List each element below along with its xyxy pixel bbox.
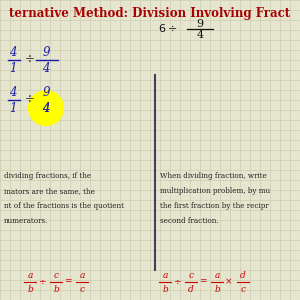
Text: numerators.: numerators. xyxy=(4,217,48,225)
Text: ×: × xyxy=(225,278,233,286)
Text: b: b xyxy=(162,284,168,293)
Text: 4: 4 xyxy=(42,61,50,74)
Text: second fraction.: second fraction. xyxy=(160,217,219,225)
Text: ternative Method: Division Involving Fract: ternative Method: Division Involving Fra… xyxy=(9,7,291,20)
Text: 4: 4 xyxy=(196,30,204,40)
Text: a: a xyxy=(162,271,168,280)
Text: multiplication problem, by mu: multiplication problem, by mu xyxy=(160,187,270,195)
Text: When dividing fraction, write: When dividing fraction, write xyxy=(160,172,267,180)
Text: =: = xyxy=(199,278,207,286)
Text: 9: 9 xyxy=(196,19,204,29)
Text: 4: 4 xyxy=(42,101,50,115)
Text: a: a xyxy=(214,271,220,280)
Text: c: c xyxy=(241,284,245,293)
Text: ÷: ÷ xyxy=(25,94,35,106)
Text: a: a xyxy=(79,271,85,280)
Text: 4: 4 xyxy=(9,46,17,59)
Text: ÷: ÷ xyxy=(173,278,181,286)
Text: 9: 9 xyxy=(42,46,50,59)
Text: 9: 9 xyxy=(42,86,50,100)
Text: d: d xyxy=(240,271,246,280)
Text: 4: 4 xyxy=(9,86,17,100)
Text: 1: 1 xyxy=(9,61,17,74)
Text: dividing fractions, if the: dividing fractions, if the xyxy=(4,172,91,180)
Text: =: = xyxy=(64,278,72,286)
Text: the first fraction by the recipr: the first fraction by the recipr xyxy=(160,202,269,210)
Text: b: b xyxy=(214,284,220,293)
Circle shape xyxy=(28,91,63,125)
Text: nt of the fractions is the quotient: nt of the fractions is the quotient xyxy=(4,202,124,210)
Text: inators are the same, the: inators are the same, the xyxy=(4,187,95,195)
Text: d: d xyxy=(188,284,194,293)
Text: c: c xyxy=(80,284,85,293)
Text: c: c xyxy=(53,271,58,280)
Text: a: a xyxy=(27,271,33,280)
Text: 1: 1 xyxy=(9,101,17,115)
Text: b: b xyxy=(53,284,59,293)
Text: $6 \div$: $6 \div$ xyxy=(158,22,177,34)
Text: 4: 4 xyxy=(42,101,50,115)
Text: b: b xyxy=(27,284,33,293)
Text: c: c xyxy=(188,271,194,280)
Text: ÷: ÷ xyxy=(38,278,46,286)
Text: ÷: ÷ xyxy=(25,53,35,67)
